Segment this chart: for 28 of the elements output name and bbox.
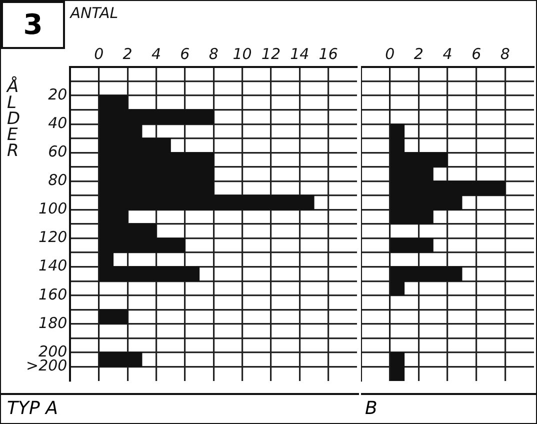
x-tick-label: 2	[414, 44, 424, 63]
y-axis-title: ÅLDER	[7, 77, 22, 161]
text: B	[361, 393, 536, 423]
y-tick-label: 160	[38, 285, 68, 304]
x-tick-label: 4	[442, 44, 452, 63]
figure-number-box: 3	[1, 1, 65, 49]
x-tick-label: 12	[261, 44, 281, 63]
y-tick-label: 120	[38, 228, 68, 246]
x-tick-label: 10	[232, 44, 252, 63]
x-tick-label: 4	[151, 44, 162, 63]
x-axis-title: ANTAL	[69, 4, 118, 22]
x-tick-label: 0	[94, 44, 104, 63]
y-tick-label: 60	[48, 142, 68, 161]
y-tick-label: 140	[38, 256, 68, 275]
x-tick-label: 6	[472, 44, 482, 63]
text: TYP A	[1, 393, 359, 423]
x-tick-label: 8	[208, 44, 218, 63]
x-tick-label: 2	[122, 44, 132, 63]
x-tick-label: 14	[290, 44, 310, 63]
x-tick-label: 8	[500, 44, 510, 63]
x-tick-label: 0	[385, 44, 395, 63]
y-tick-label: 40	[48, 114, 68, 132]
y-tick-label: 180	[38, 314, 68, 332]
y-tick-label: 100	[38, 200, 68, 218]
y-tick-label: 20	[48, 85, 68, 104]
x-tick-label: 16	[318, 44, 338, 63]
x-tick-label: 6	[180, 44, 190, 63]
y-tick-label: 80	[48, 171, 68, 190]
